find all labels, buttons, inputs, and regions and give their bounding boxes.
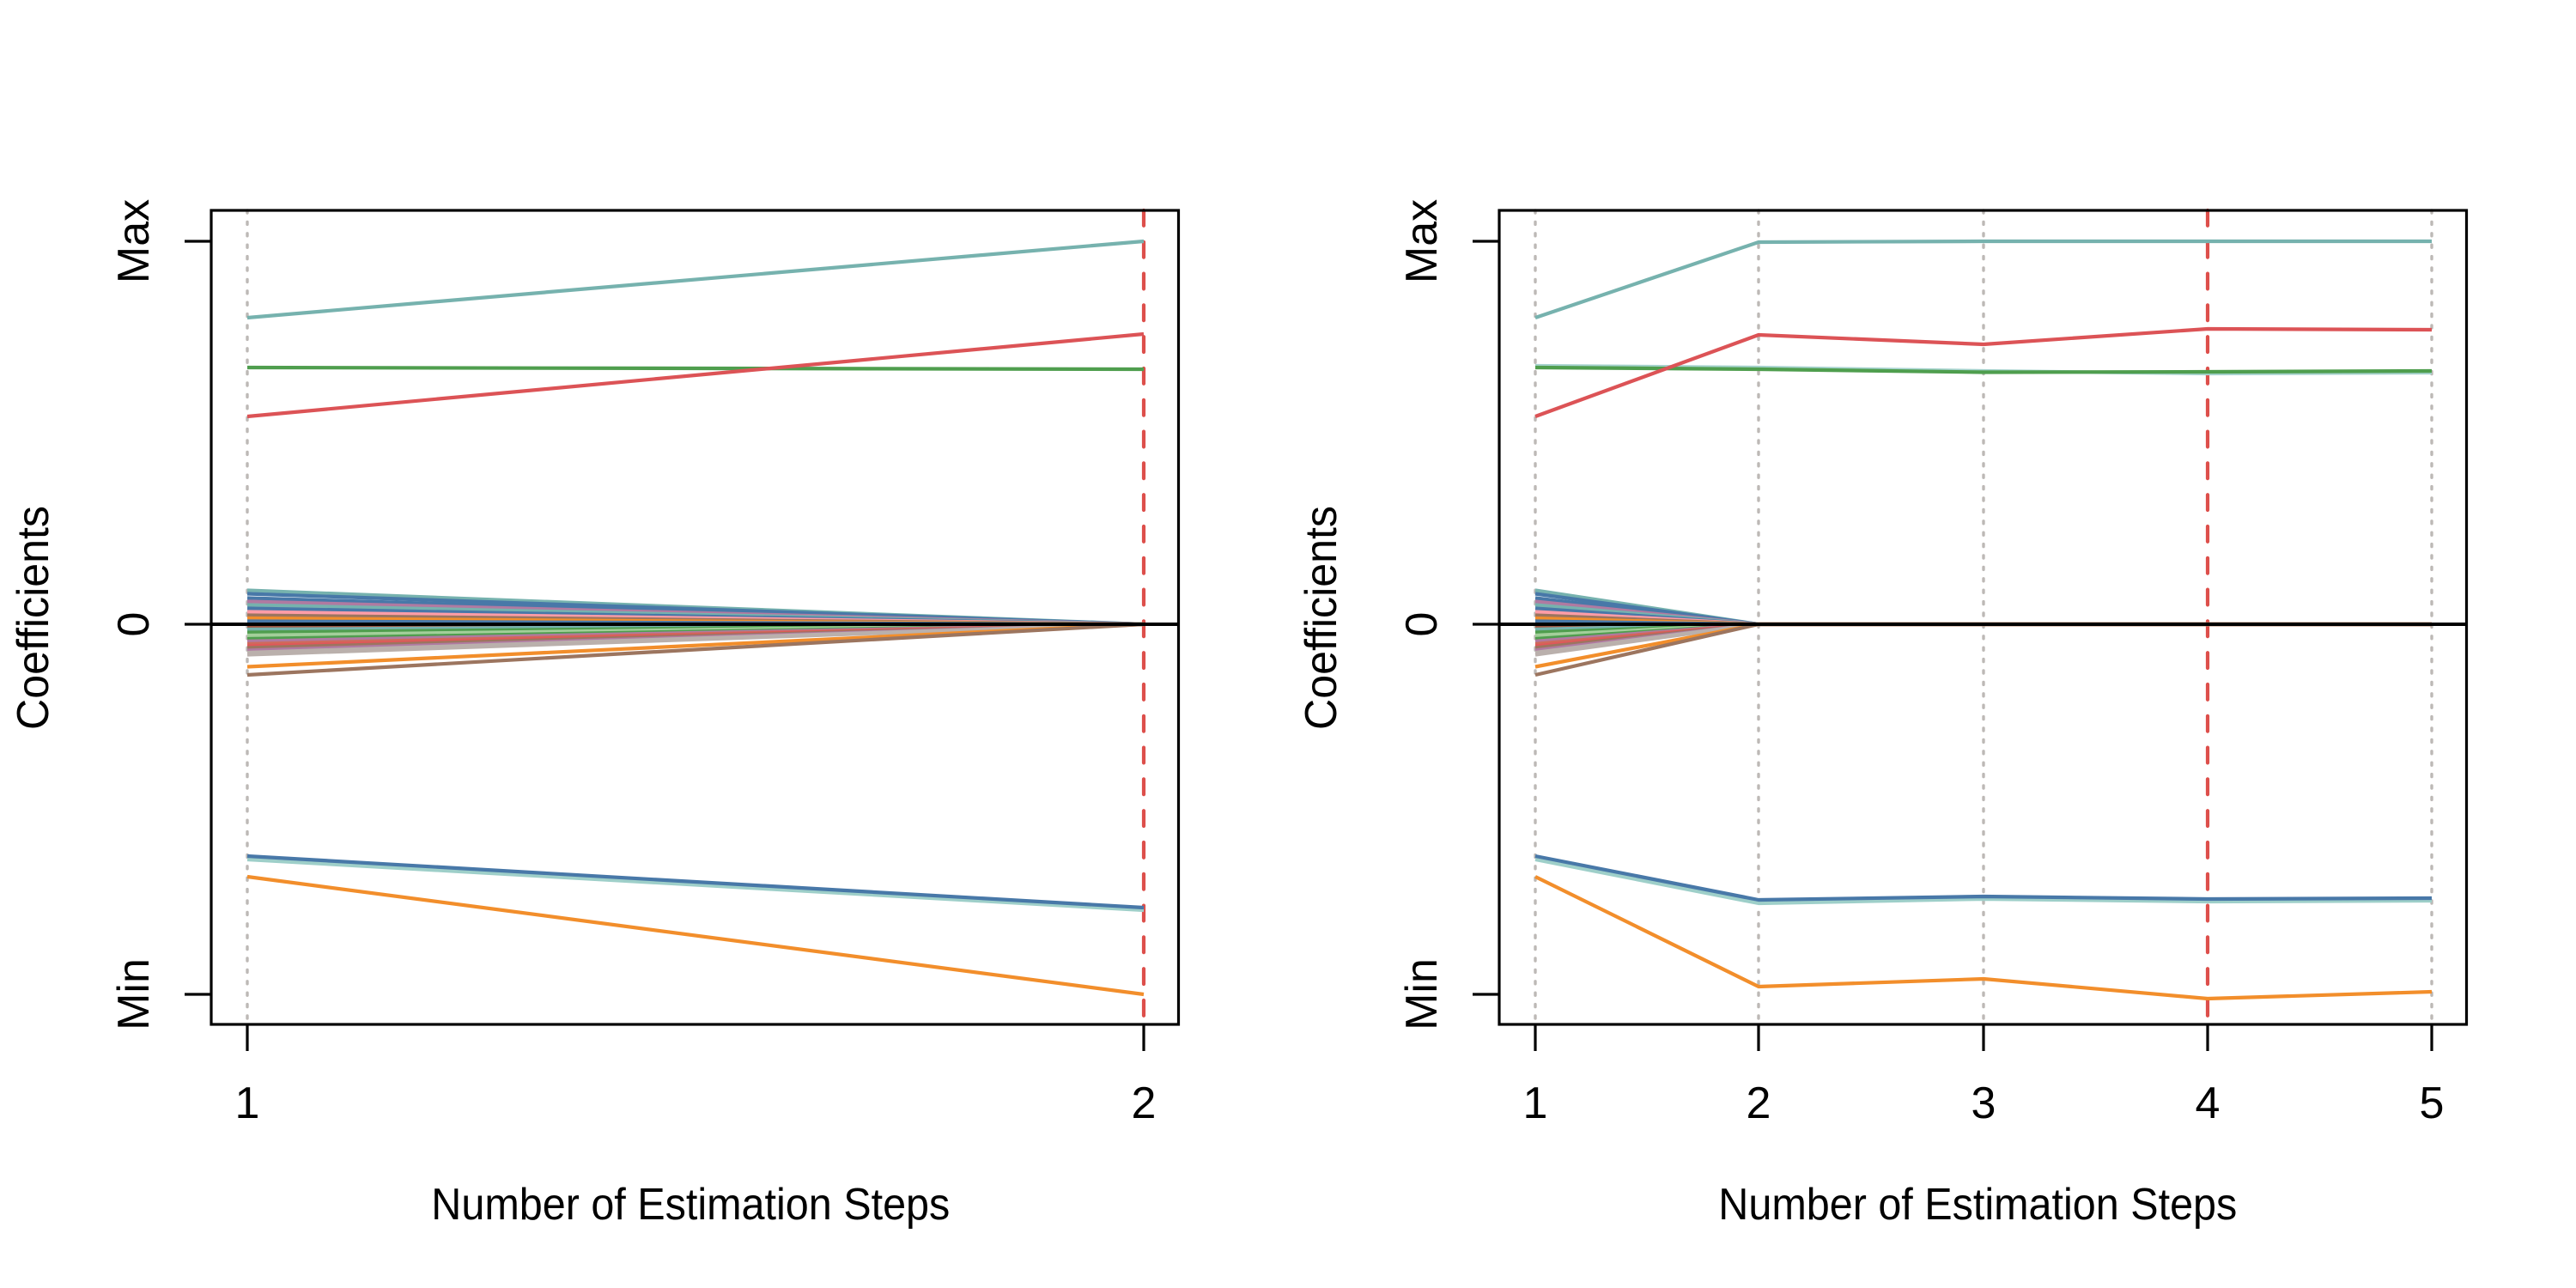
svg-text:4: 4 (2196, 1078, 2221, 1128)
svg-text:0: 0 (109, 612, 159, 637)
svg-text:3: 3 (1971, 1078, 1996, 1128)
svg-text:Max: Max (1397, 199, 1447, 283)
svg-text:Number of Estimation Steps: Number of Estimation Steps (431, 1180, 950, 1230)
svg-text:Number of Estimation Steps: Number of Estimation Steps (1718, 1180, 2237, 1230)
svg-text:0: 0 (1397, 612, 1447, 637)
svg-text:2: 2 (1132, 1078, 1157, 1128)
svg-text:Min: Min (1397, 958, 1447, 1030)
svg-text:Min: Min (109, 958, 159, 1030)
svg-text:2: 2 (1747, 1078, 1771, 1128)
svg-text:1: 1 (1523, 1078, 1548, 1128)
svg-text:Coefficients: Coefficients (1297, 506, 1346, 730)
svg-text:1: 1 (235, 1078, 260, 1128)
svg-text:Max: Max (109, 199, 159, 283)
svg-text:Coefficients: Coefficients (9, 506, 58, 730)
svg-text:5: 5 (2420, 1078, 2445, 1128)
